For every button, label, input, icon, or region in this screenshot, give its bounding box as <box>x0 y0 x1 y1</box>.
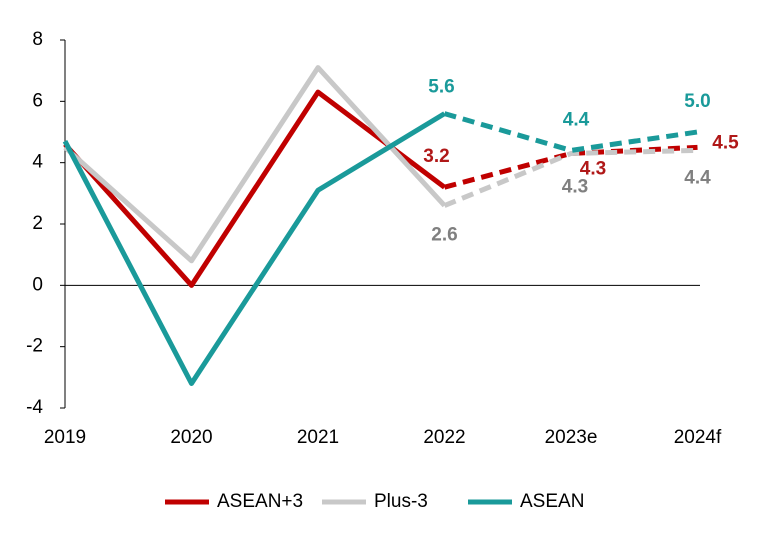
series-line-forecast <box>443 147 698 208</box>
series-line <box>63 65 447 264</box>
series-line <box>62 111 446 386</box>
x-tick-label: 2021 <box>297 427 339 448</box>
x-tick-label: 2022 <box>423 427 465 448</box>
x-tick-label: 2020 <box>170 427 212 448</box>
series-line-forecast <box>443 144 698 190</box>
data-label: 5.0 <box>684 91 710 112</box>
legend-label: ASEAN <box>520 491 584 512</box>
y-tick-label: 6 <box>32 90 43 111</box>
x-tick-label: 2024f <box>674 427 722 448</box>
y-tick-label: -2 <box>26 336 43 357</box>
legend: ASEAN+3 Plus-3 ASEAN <box>165 491 584 512</box>
y-tick-label: 8 <box>32 29 43 50</box>
x-tick-label: 2023e <box>545 427 598 448</box>
series-line-forecast <box>443 111 698 153</box>
y-tick-label: 4 <box>32 152 43 173</box>
series-line <box>63 89 447 288</box>
legend-label: Plus-3 <box>374 491 428 512</box>
data-label: 4.3 <box>580 158 606 179</box>
legend-label: ASEAN+3 <box>217 491 303 512</box>
data-label: 2.6 <box>431 225 457 246</box>
data-label: 5.6 <box>428 77 454 98</box>
y-tick-label: -4 <box>26 397 43 418</box>
data-label: 4.3 <box>562 176 588 197</box>
data-label: 4.4 <box>563 109 590 130</box>
y-tick-label: 0 <box>32 274 43 295</box>
data-label: 4.5 <box>712 132 739 153</box>
data-label: 4.4 <box>684 167 711 188</box>
data-label: 3.2 <box>423 146 449 167</box>
y-tick-label: 2 <box>32 213 43 234</box>
x-tick-label: 2019 <box>44 427 86 448</box>
